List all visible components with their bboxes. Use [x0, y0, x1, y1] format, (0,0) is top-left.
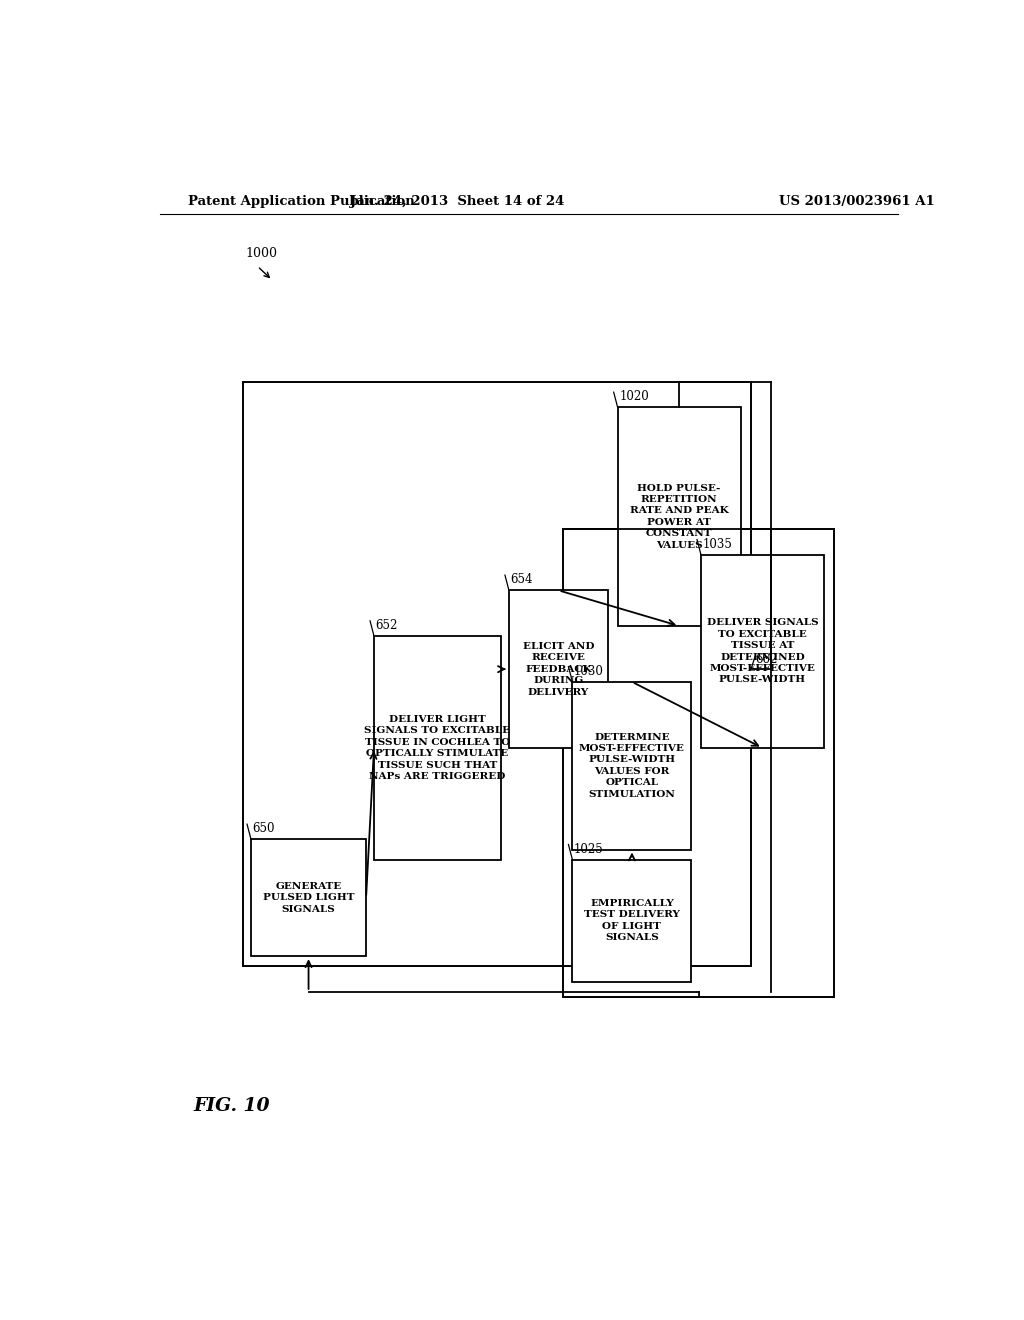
Text: DELIVER LIGHT
SIGNALS TO EXCITABLE
TISSUE IN COCHLEA TO
OPTICALLY STIMULATE
TISS: DELIVER LIGHT SIGNALS TO EXCITABLE TISSU… — [365, 715, 511, 781]
Text: 652: 652 — [376, 619, 398, 632]
Bar — [243, 381, 751, 966]
Text: 1035: 1035 — [702, 537, 732, 550]
Text: FIG. 10: FIG. 10 — [194, 1097, 269, 1114]
Bar — [563, 529, 835, 997]
Text: ELICIT AND
RECEIVE
FEEDBACK
DURING
DELIVERY: ELICIT AND RECEIVE FEEDBACK DURING DELIV… — [523, 642, 594, 697]
Text: EMPIRICALLY
TEST DELIVERY
OF LIGHT
SIGNALS: EMPIRICALLY TEST DELIVERY OF LIGHT SIGNA… — [584, 899, 680, 942]
Text: Patent Application Publication: Patent Application Publication — [187, 194, 415, 207]
Text: 654: 654 — [511, 573, 534, 586]
Bar — [701, 554, 824, 748]
Text: 1000: 1000 — [246, 247, 278, 260]
Text: Jan. 24, 2013  Sheet 14 of 24: Jan. 24, 2013 Sheet 14 of 24 — [350, 194, 564, 207]
Text: 1030: 1030 — [574, 665, 604, 677]
Text: 1020: 1020 — [620, 391, 649, 404]
Text: US 2013/0023961 A1: US 2013/0023961 A1 — [778, 194, 935, 207]
Bar — [572, 682, 691, 850]
Text: HOLD PULSE-
REPETITION
RATE AND PEAK
POWER AT
CONSTANT
VALUES: HOLD PULSE- REPETITION RATE AND PEAK POW… — [630, 483, 728, 550]
Text: 650: 650 — [253, 822, 275, 836]
Bar — [572, 859, 691, 982]
Text: GENERATE
PULSED LIGHT
SIGNALS: GENERATE PULSED LIGHT SIGNALS — [263, 882, 354, 913]
Bar — [509, 590, 608, 748]
Text: 1025: 1025 — [574, 842, 604, 855]
Bar — [374, 636, 501, 859]
Bar — [251, 840, 367, 956]
Text: DETERMINE
MOST-EFFECTIVE
PULSE-WIDTH
VALUES FOR
OPTICAL
STIMULATION: DETERMINE MOST-EFFECTIVE PULSE-WIDTH VAL… — [579, 733, 685, 799]
Bar — [617, 408, 740, 626]
Text: 662: 662 — [755, 653, 777, 667]
Text: DELIVER SIGNALS
TO EXCITABLE
TISSUE AT
DETERMINED
MOST-EFFECTIVE
PULSE-WIDTH: DELIVER SIGNALS TO EXCITABLE TISSUE AT D… — [707, 618, 818, 685]
